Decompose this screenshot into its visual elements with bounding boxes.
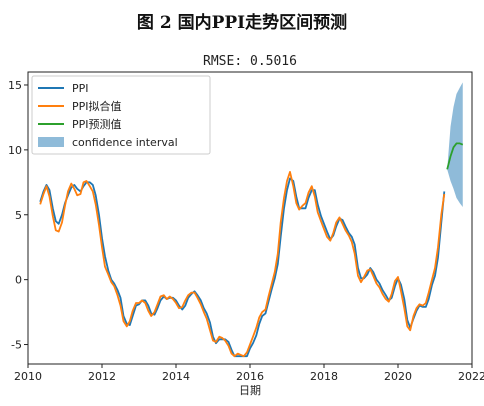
series-line-0 xyxy=(39,177,446,358)
x-tick-label: 2020 xyxy=(384,370,412,383)
y-tick-label: 15 xyxy=(8,79,22,92)
x-axis-label: 日期 xyxy=(239,384,261,397)
legend-label: PPI拟合值 xyxy=(72,99,122,113)
x-tick-label: 2010 xyxy=(14,370,42,383)
series-layer xyxy=(39,142,464,358)
legend-label: PPI预测值 xyxy=(72,118,122,131)
x-tick-label: 2012 xyxy=(88,370,116,383)
x-tick-label: 2018 xyxy=(310,370,338,383)
series-line-2 xyxy=(446,142,464,170)
x-tick-label: 2014 xyxy=(162,370,190,383)
y-tick-label: 0 xyxy=(15,274,22,287)
y-axis: -5 0 5 10 15 xyxy=(8,79,28,352)
legend-swatch xyxy=(38,137,64,147)
x-tick-label: 2016 xyxy=(236,370,264,383)
legend-box xyxy=(31,75,211,155)
x-tick-label: 2022 xyxy=(458,370,484,383)
y-tick-label: 10 xyxy=(8,144,22,157)
series-line-1 xyxy=(39,170,446,358)
x-axis: 2010 2012 2014 2016 2018 2020 2022 xyxy=(14,364,484,383)
chart-title: RMSE: 0.5016 xyxy=(203,54,297,69)
figure-caption: 图 2 国内PPI走势区间预测 xyxy=(136,13,348,33)
legend-label: confidence interval xyxy=(72,136,178,149)
legend: PPI PPI拟合值 PPI预测值 confidence interval xyxy=(31,75,211,155)
legend-label: PPI xyxy=(72,82,89,95)
y-tick-label: 5 xyxy=(15,209,22,222)
y-tick-label: -5 xyxy=(11,339,22,352)
